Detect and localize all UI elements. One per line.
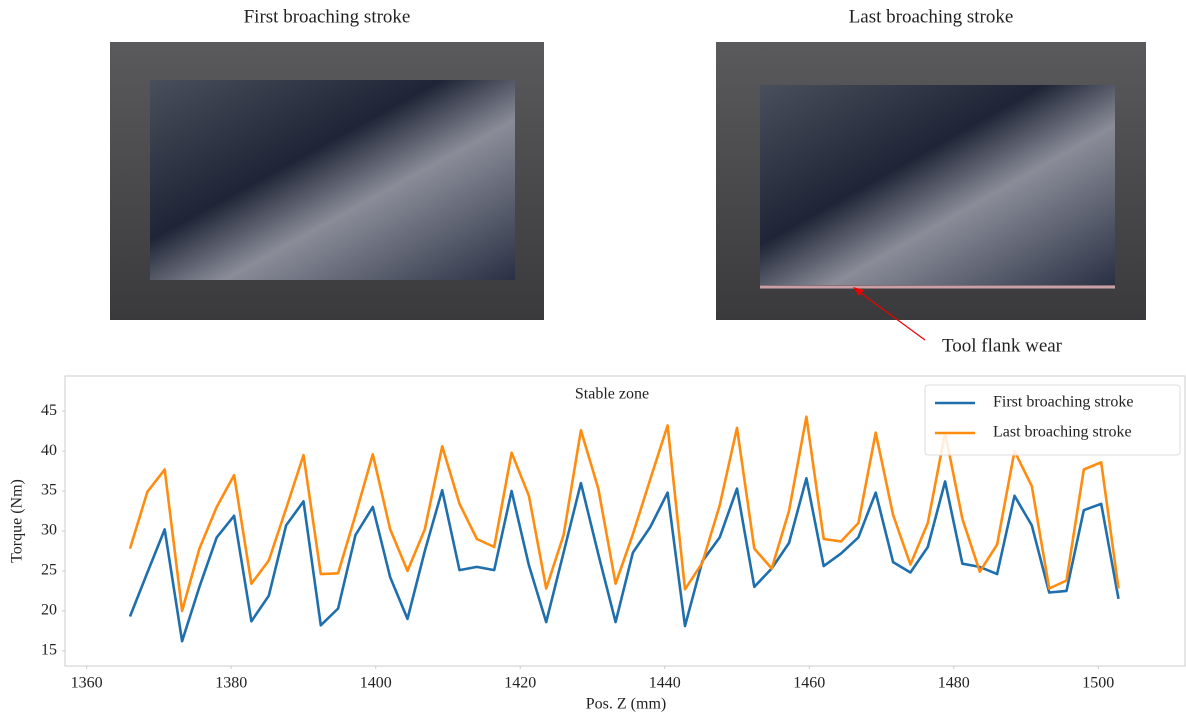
y-tick-label: 30	[41, 522, 57, 539]
annotation: Stable zone	[575, 386, 649, 403]
image-title: Last broaching stroke	[849, 6, 1014, 27]
y-tick-label: 45	[41, 402, 57, 419]
y-tick-label: 35	[41, 482, 57, 499]
x-tick-label: 1360	[71, 675, 103, 692]
y-tick-label: 15	[41, 641, 57, 658]
series-line	[128, 415, 1120, 613]
photo-surface	[150, 80, 515, 280]
x-tick-label: 1480	[938, 675, 970, 692]
y-tick-label: 25	[41, 562, 57, 579]
y-tick-label: 20	[41, 602, 57, 619]
x-tick-label: 1380	[215, 675, 247, 692]
x-tick-label: 1440	[649, 675, 681, 692]
legend-box	[924, 384, 1181, 456]
x-tick-label: 1420	[504, 675, 536, 692]
arrow-head	[853, 287, 864, 296]
legend-label: Last broaching stroke	[993, 424, 1132, 441]
plot-frame	[64, 375, 1186, 667]
x-tick-label: 1460	[793, 675, 825, 692]
arrow	[857, 290, 926, 341]
y-tick-label: 40	[41, 442, 57, 459]
x-tick-label: 1500	[1082, 675, 1114, 692]
image-title: First broaching stroke	[244, 6, 411, 27]
series-line	[128, 477, 1120, 643]
x-axis-label: Pos. Z (mm)	[586, 696, 666, 713]
y-axis-label: Torque (Nm)	[9, 479, 26, 563]
x-tick-label: 1400	[360, 675, 392, 692]
legend-label: First broaching stroke	[993, 394, 1133, 411]
photo-surface	[760, 85, 1115, 285]
annotation: Tool flank wear	[942, 335, 1063, 356]
